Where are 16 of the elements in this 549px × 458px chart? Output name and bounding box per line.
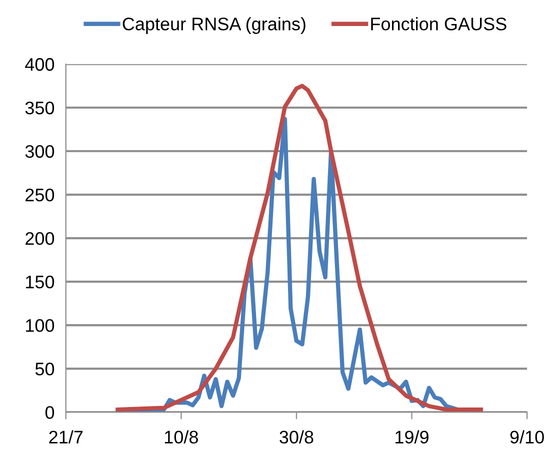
y-tick-label: 250 (26, 188, 54, 202)
x-tick-label: 21/7 (49, 430, 83, 444)
y-tick-label: 400 (25, 58, 54, 71)
y-tick-label: 0 (45, 406, 54, 419)
y-tick-label: 50 (35, 362, 54, 376)
x-tick-label: 19/9 (396, 430, 428, 444)
y-tick-label: 350 (25, 102, 54, 114)
x-tick-label: 10/8 (164, 430, 198, 444)
y-tick-label: 150 (26, 276, 54, 288)
legend-label: Fonction GAUSS (371, 17, 506, 30)
y-tick-label: 300 (25, 145, 54, 158)
y-tick-label: 100 (26, 319, 54, 332)
y-tick-label: 200 (26, 232, 54, 245)
x-tick-label: 30/8 (280, 430, 314, 444)
x-tick-label: 9/10 (510, 430, 544, 444)
legend-label: Capteur RNSA (grains) (122, 17, 306, 34)
